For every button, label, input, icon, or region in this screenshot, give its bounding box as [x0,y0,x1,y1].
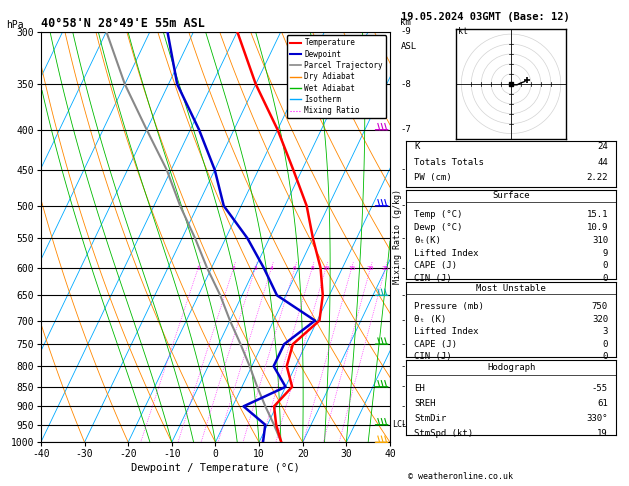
Text: 10.9: 10.9 [586,223,608,232]
Text: ASL: ASL [401,42,416,51]
Text: 25: 25 [382,265,389,271]
Text: hPa: hPa [6,19,24,30]
Text: 0: 0 [603,340,608,348]
Text: -55: -55 [592,384,608,393]
Text: -9: -9 [401,27,411,36]
Text: 2.22: 2.22 [586,174,608,182]
Text: K: K [414,142,420,152]
Text: -0: -0 [401,420,411,429]
Text: kt: kt [459,27,469,36]
Text: 0: 0 [603,261,608,271]
Text: Mixing Ratio (g/kg): Mixing Ratio (g/kg) [394,190,403,284]
Text: θₜ (K): θₜ (K) [414,314,447,324]
X-axis label: Dewpoint / Temperature (°C): Dewpoint / Temperature (°C) [131,463,300,473]
Text: 330°: 330° [586,414,608,423]
Text: StmSpd (kt): StmSpd (kt) [414,429,473,438]
Text: Surface: Surface [493,191,530,200]
Text: Lifted Index: Lifted Index [414,249,479,258]
Text: 19: 19 [598,429,608,438]
Text: -8: -8 [401,80,411,88]
Text: 2: 2 [231,265,235,271]
Text: Temp (°C): Temp (°C) [414,210,462,219]
Text: km: km [401,18,411,28]
Text: CIN (J): CIN (J) [414,352,452,361]
Text: 40°58'N 28°49'E 55m ASL: 40°58'N 28°49'E 55m ASL [41,17,205,31]
Text: Dewp (°C): Dewp (°C) [414,223,462,232]
Text: CAPE (J): CAPE (J) [414,340,457,348]
Legend: Temperature, Dewpoint, Parcel Trajectory, Dry Adiabat, Wet Adiabat, Isotherm, Mi: Temperature, Dewpoint, Parcel Trajectory… [287,35,386,118]
Text: CAPE (J): CAPE (J) [414,261,457,271]
Text: -2: -2 [401,362,411,371]
Text: -6.5: -6.5 [401,165,422,174]
Text: -0.5: -0.5 [401,402,422,411]
Text: -4.5: -4.5 [401,263,422,273]
Text: Hodograph: Hodograph [487,363,535,372]
Text: Totals Totals: Totals Totals [414,158,484,167]
Text: CIN (J): CIN (J) [414,274,452,283]
Text: 0: 0 [603,274,608,283]
Text: 320: 320 [592,314,608,324]
Text: Pressure (mb): Pressure (mb) [414,302,484,311]
Text: StmDir: StmDir [414,414,447,423]
Text: 4: 4 [270,265,273,271]
Text: -1: -1 [401,382,411,391]
Text: 19.05.2024 03GMT (Base: 12): 19.05.2024 03GMT (Base: 12) [401,12,570,22]
Text: 15.1: 15.1 [586,210,608,219]
Text: 8: 8 [310,265,314,271]
Text: 750: 750 [592,302,608,311]
Text: 6: 6 [293,265,297,271]
Text: -7: -7 [401,125,411,134]
Text: -4: -4 [401,291,411,300]
Text: 310: 310 [592,236,608,245]
Text: LCL: LCL [392,420,407,429]
Text: 44: 44 [598,158,608,167]
Text: 0: 0 [603,352,608,361]
Text: EH: EH [414,384,425,393]
Text: 9: 9 [603,249,608,258]
Text: 1: 1 [196,265,200,271]
Text: -3: -3 [401,316,411,325]
Text: -2.5: -2.5 [401,340,422,348]
Text: -6: -6 [401,201,411,210]
Text: Lifted Index: Lifted Index [414,327,479,336]
Text: 3: 3 [603,327,608,336]
Text: 15: 15 [348,265,355,271]
Text: 24: 24 [598,142,608,152]
Text: θₜ(K): θₜ(K) [414,236,441,245]
Text: 61: 61 [598,399,608,408]
Text: 3: 3 [253,265,257,271]
Text: -5: -5 [401,234,411,243]
Text: 20: 20 [367,265,374,271]
Text: Most Unstable: Most Unstable [476,284,546,293]
Text: © weatheronline.co.uk: © weatheronline.co.uk [408,472,513,481]
Text: SREH: SREH [414,399,436,408]
Text: PW (cm): PW (cm) [414,174,452,182]
Text: 10: 10 [322,265,330,271]
